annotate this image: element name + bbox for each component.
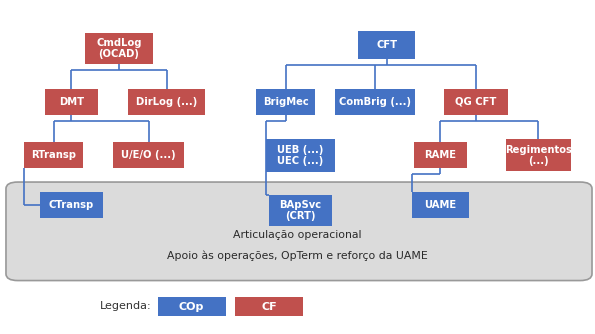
- Text: Articulação operacional: Articulação operacional: [233, 230, 362, 240]
- FancyBboxPatch shape: [412, 192, 469, 218]
- FancyBboxPatch shape: [358, 31, 415, 59]
- FancyBboxPatch shape: [414, 142, 467, 168]
- FancyBboxPatch shape: [6, 182, 592, 281]
- Text: Apoio às operações, OpTerm e reforço da UAME: Apoio às operações, OpTerm e reforço da …: [167, 250, 428, 261]
- FancyBboxPatch shape: [158, 297, 226, 316]
- FancyBboxPatch shape: [256, 89, 315, 115]
- Text: RTransp: RTransp: [31, 150, 76, 160]
- FancyBboxPatch shape: [85, 32, 154, 64]
- FancyBboxPatch shape: [267, 139, 334, 172]
- Text: RAME: RAME: [424, 150, 456, 160]
- FancyBboxPatch shape: [444, 89, 508, 115]
- Text: UAME: UAME: [424, 200, 456, 210]
- FancyBboxPatch shape: [45, 89, 98, 115]
- FancyBboxPatch shape: [334, 89, 415, 115]
- Text: BApSvc
(CRT): BApSvc (CRT): [280, 200, 321, 221]
- FancyBboxPatch shape: [40, 192, 102, 218]
- FancyBboxPatch shape: [24, 142, 83, 168]
- Text: DMT: DMT: [59, 97, 84, 107]
- Text: CmdLog
(OCAD): CmdLog (OCAD): [96, 38, 142, 59]
- Text: COp: COp: [179, 302, 204, 312]
- Text: CF: CF: [261, 302, 277, 312]
- FancyBboxPatch shape: [235, 297, 303, 316]
- Text: U/E/O (...): U/E/O (...): [121, 150, 176, 160]
- FancyBboxPatch shape: [270, 194, 332, 226]
- Text: ComBrig (...): ComBrig (...): [339, 97, 411, 107]
- Text: BrigMec: BrigMec: [263, 97, 308, 107]
- Text: CTransp: CTransp: [49, 200, 94, 210]
- Text: UEB (...)
UEC (...): UEB (...) UEC (...): [277, 145, 324, 166]
- Text: Legenda:: Legenda:: [100, 301, 152, 311]
- Text: Regimentos
(...): Regimentos (...): [505, 145, 572, 166]
- FancyBboxPatch shape: [506, 140, 571, 171]
- Text: QG CFT: QG CFT: [455, 97, 497, 107]
- Text: CFT: CFT: [376, 40, 397, 50]
- Text: DirLog (...): DirLog (...): [136, 97, 197, 107]
- FancyBboxPatch shape: [128, 89, 205, 115]
- FancyBboxPatch shape: [113, 142, 184, 168]
